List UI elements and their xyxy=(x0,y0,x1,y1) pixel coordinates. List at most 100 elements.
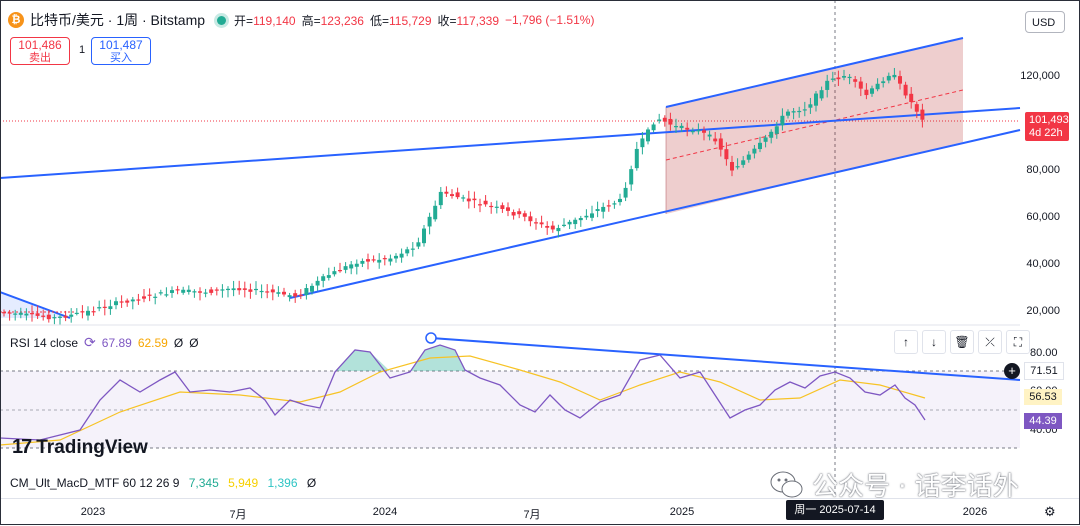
candle-body xyxy=(242,288,247,290)
candle-body xyxy=(679,125,684,129)
candle-body xyxy=(545,225,550,228)
candle-body xyxy=(914,104,919,112)
candle-body xyxy=(142,296,146,299)
candle-body xyxy=(814,93,818,106)
move-up-icon[interactable]: ↑ xyxy=(894,330,918,354)
candle-body xyxy=(321,276,326,281)
candle-body xyxy=(657,119,662,121)
time-axis-label: 2024 xyxy=(372,506,398,518)
candle-body xyxy=(730,162,734,171)
time-axis-label: 2023 xyxy=(80,506,106,518)
candle-body xyxy=(875,83,880,90)
candle-body xyxy=(612,203,617,205)
candle-body xyxy=(707,134,712,137)
candle-body xyxy=(158,292,163,294)
time-axis-label: 2026 xyxy=(962,506,988,518)
candle-body xyxy=(270,289,275,293)
rsi-line xyxy=(0,344,926,441)
candle-body xyxy=(534,222,538,224)
delete-icon[interactable]: 🗑 xyxy=(950,330,974,354)
wechat-icon xyxy=(770,471,803,497)
candle-body xyxy=(629,169,634,185)
candle-body xyxy=(18,312,23,315)
resistance-trendline xyxy=(0,107,1021,179)
candle-body xyxy=(455,192,460,198)
symbol-header: ₿ 比特币/美元 · 1周 · Bitstamp 开=119,140 高=123… xyxy=(8,10,594,30)
candle-body xyxy=(662,117,667,122)
candle-body xyxy=(864,89,869,96)
candle-body xyxy=(91,311,96,313)
candle-body xyxy=(377,259,382,263)
currency-selector[interactable]: USD xyxy=(1025,11,1065,33)
candle-body xyxy=(433,205,438,220)
gear-icon[interactable]: ⚙ xyxy=(1044,504,1056,519)
candle-body xyxy=(618,198,622,203)
candle-body xyxy=(422,228,426,244)
candle-body xyxy=(416,242,421,247)
candle-body xyxy=(46,314,51,320)
rsi-upper-tag: 71.51 xyxy=(1024,362,1064,380)
candle-body xyxy=(489,205,494,208)
price-channel xyxy=(666,38,963,214)
rsi-value-tag: 44.39 xyxy=(1024,413,1062,429)
candle-body xyxy=(97,307,102,309)
channel-upper-line xyxy=(665,37,964,108)
sync-icon[interactable]: ⟳ xyxy=(84,334,96,350)
rsi-title[interactable]: RSI 14 close xyxy=(10,335,79,350)
buy-button[interactable]: 101,487 买入 xyxy=(91,37,151,65)
candle-body xyxy=(847,76,852,79)
symbol-title[interactable]: 比特币/美元 · 1周 · Bitstamp xyxy=(30,12,206,28)
candle-body xyxy=(595,209,600,212)
candle-body xyxy=(74,312,79,315)
candle-body xyxy=(108,306,113,310)
price-axis-label: 80,000 xyxy=(1026,164,1060,176)
rsi-extra-value: Ø xyxy=(189,335,199,350)
macd-title[interactable]: CM_Ult_MacD_MTF 60 12 26 9 xyxy=(10,476,180,490)
candle-body xyxy=(125,300,130,303)
candle-body xyxy=(41,315,46,317)
move-down-icon[interactable]: ↓ xyxy=(922,330,946,354)
candle-body xyxy=(668,118,673,125)
candle-body xyxy=(780,115,785,126)
add-icon[interactable]: + xyxy=(1004,363,1020,379)
candle-body xyxy=(500,205,505,209)
price-axis-label: 40,000 xyxy=(1026,258,1060,270)
candle-body xyxy=(69,314,74,317)
price-axis-label: 60,000 xyxy=(1026,211,1060,223)
candle-body xyxy=(438,191,443,206)
candle-body xyxy=(724,149,729,160)
candle-body xyxy=(562,224,566,226)
candle-body xyxy=(758,142,762,150)
tradingview-logo[interactable]: 17 TradingView xyxy=(12,436,148,459)
candle-body xyxy=(371,259,376,261)
candle-body xyxy=(315,280,320,286)
time-axis-label: 7月 xyxy=(229,509,247,521)
candle-body xyxy=(175,289,180,291)
support-trendline xyxy=(289,129,1021,299)
candle-body xyxy=(802,109,807,111)
candle-body xyxy=(606,205,611,207)
maximize-icon[interactable]: ⛶ xyxy=(1006,330,1030,354)
sell-button[interactable]: 101,486 卖出 xyxy=(10,37,70,65)
candle-body xyxy=(825,80,830,90)
candle-body xyxy=(903,84,908,96)
candle-body xyxy=(287,295,292,298)
candle-body xyxy=(870,88,874,94)
time-axis[interactable]: 2023 7月 2024 7月 2025 2026 xyxy=(0,498,1080,526)
collapse-icon[interactable]: ⤫ xyxy=(978,330,1002,354)
candle-body xyxy=(102,306,107,308)
rsi-axis-label: 80.00 xyxy=(1030,347,1058,359)
spread-value: 1 xyxy=(79,44,86,56)
rsi-ma-line xyxy=(0,355,926,446)
candle-body xyxy=(198,291,202,293)
candle-body xyxy=(651,124,656,131)
candle-body xyxy=(170,290,174,293)
ohlc-low: 低=115,729 xyxy=(369,13,432,28)
market-open-icon xyxy=(217,15,227,25)
buy-price: 101,487 xyxy=(99,38,143,52)
candle-body xyxy=(685,127,690,130)
candle-body xyxy=(842,75,846,78)
rsi-anchor-handle xyxy=(425,332,437,344)
price-change: −1,796 (−1.51%) xyxy=(505,13,595,27)
